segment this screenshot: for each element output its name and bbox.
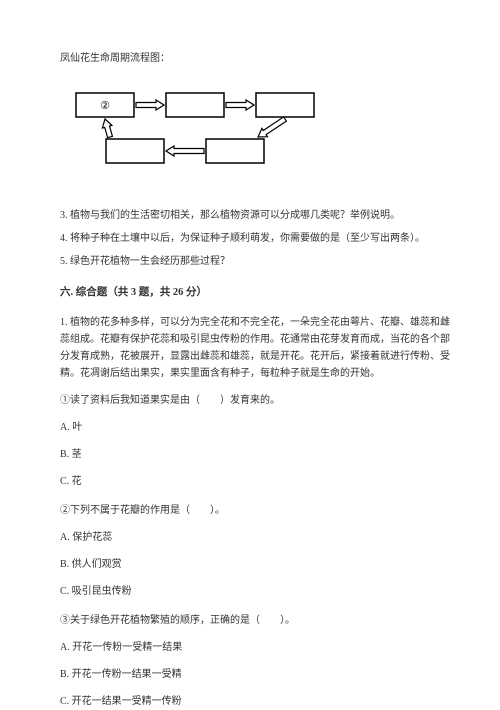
sub1-stem: ①读了资料后我知道果实是由（ ）发育来的。 (60, 392, 450, 409)
sub3-option-a: A. 开花一传粉一受精一结果 (60, 639, 450, 656)
sub3-stem: ③关于绿色开花植物繁殖的顺序，正确的是（ ）。 (60, 612, 450, 629)
sub1-option-b: B. 茎 (60, 446, 450, 463)
diagram-svg: ② (68, 85, 368, 177)
sub3-option-c: C. 开花一结果一受精一传粉 (60, 693, 450, 710)
sub1-option-a: A. 叶 (60, 419, 450, 436)
sub2-option-b: B. 供人们观赏 (60, 556, 450, 573)
question-5: 5. 绿色开花植物一生会经历那些过程？ (60, 253, 450, 270)
svg-text:②: ② (100, 100, 110, 112)
sub2-option-a: A. 保护花蕊 (60, 529, 450, 546)
sub1-option-c: C. 花 (60, 473, 450, 490)
sub2-option-c: C. 吸引昆虫传粉 (60, 583, 450, 600)
lifecycle-diagram: ② (68, 85, 450, 183)
question-3: 3. 植物与我们的生活密切相关，那么植物资源可以分成哪几类呢？举例说明。 (60, 207, 450, 224)
section6-q1-passage: 1. 植物的花多种多样，可以分为完全花和不完全花，一朵完全花由萼片、花瓣、雄蕊和… (60, 314, 450, 382)
question-4: 4. 将种子种在土壤中以后，为保证种子顺利萌发，你需要做的是（至少写出两条）。 (60, 230, 450, 247)
sub3-option-b: B. 开花一传粉一结果一受精 (60, 666, 450, 683)
section-6-heading: 六. 综合题（共 3 题，共 26 分） (60, 284, 450, 302)
intro-title: 凤仙花生命周期流程图： (60, 50, 450, 67)
sub2-stem: ②下列不属于花瓣的作用是（ ）。 (60, 502, 450, 519)
